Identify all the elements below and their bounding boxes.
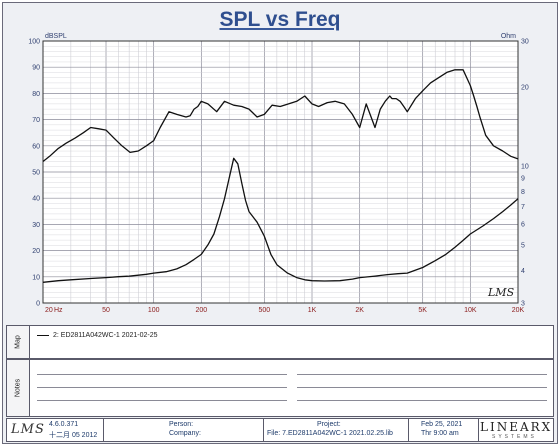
footer-version-cell: LMS 4.6.0.371 十二月 05 2012: [7, 419, 104, 441]
y-left-tick-label: 70: [32, 117, 40, 124]
y-left-tick-label: 20: [32, 248, 40, 255]
linearx-logo-sub: SYSTEMS: [492, 434, 537, 440]
note-line[interactable]: [297, 400, 547, 401]
map-entry-swatch: [37, 335, 49, 336]
x-unit-label: Hz: [54, 307, 63, 314]
footer-company-label: Company:: [169, 430, 201, 437]
y-left-tick-label: 80: [32, 91, 40, 98]
footer-date-cell: Feb 25, 2021 Thr 9:00 am: [408, 419, 479, 441]
x-tick-label: 10K: [464, 307, 477, 314]
footer-version-date: 十二月 05 2012: [49, 432, 98, 439]
note-line[interactable]: [37, 374, 287, 375]
y-right-tick-label: 5: [521, 242, 525, 249]
y-right-tick-label: 4: [521, 268, 525, 275]
map-panel: Map 2: ED2811A042WC-1 2021-02-25: [6, 325, 554, 359]
linearx-logo: LINEARX: [480, 420, 553, 434]
y-right-tick-label: 20: [521, 85, 529, 92]
x-tick-label: 500: [258, 307, 270, 314]
plot-border: [42, 40, 519, 304]
chart-title: SPL vs Freq: [219, 8, 341, 31]
y-left-tick-label: 40: [32, 196, 40, 203]
x-tick-label: 20: [45, 307, 53, 314]
footer-date: Feb 25, 2021: [421, 421, 463, 428]
note-line[interactable]: [37, 400, 287, 401]
y-left-tick-label: 10: [32, 274, 40, 281]
x-tick-label: 2K: [355, 307, 364, 314]
y-right-tick-label: 7: [521, 204, 525, 211]
footer-file-label: File: 7.ED2811A042WC-1 2021.02.25.lib: [267, 430, 393, 437]
footer-brand-cell: LINEARX SYSTEMS: [478, 419, 553, 441]
footer-person-cell: Person: Company:: [103, 419, 264, 441]
map-tab: Map: [7, 326, 30, 358]
y-left-tick-label: 60: [32, 143, 40, 150]
note-line[interactable]: [37, 387, 287, 388]
note-line[interactable]: [297, 374, 547, 375]
x-tick-label: 5K: [418, 307, 427, 314]
x-tick-label: 200: [195, 307, 207, 314]
impedance-curve: [42, 157, 519, 283]
y-right-tick-label: 30: [521, 39, 529, 46]
y-right-tick-label: 3: [521, 301, 525, 308]
spl-curve: [42, 69, 519, 163]
y-left-tick-label: 100: [28, 39, 40, 46]
y-right-tick-label: 10: [521, 164, 529, 171]
footer-lms-logo: LMS: [11, 422, 45, 437]
y-left-tick-label: 0: [36, 301, 40, 308]
footer-bar: LMS 4.6.0.371 十二月 05 2012 Person: Compan…: [6, 418, 554, 442]
notes-panel: Notes: [6, 359, 554, 417]
y-right-tick-label: 6: [521, 222, 525, 229]
y-left-tick-label: 30: [32, 222, 40, 229]
map-entry[interactable]: 2: ED2811A042WC-1 2021-02-25: [37, 332, 158, 339]
x-tick-label: 100: [148, 307, 160, 314]
y-left-tick-label: 90: [32, 65, 40, 72]
y-left-tick-label: 50: [32, 170, 40, 177]
footer-version: 4.6.0.371: [49, 421, 79, 428]
note-line[interactable]: [297, 387, 547, 388]
footer-time: Thr 9:00 am: [421, 430, 459, 437]
x-tick-label: 20K: [512, 307, 525, 314]
footer-person-label: Person:: [169, 421, 194, 428]
graph-lms-logo: LMS: [487, 286, 515, 299]
map-tab-label: Map: [14, 335, 22, 349]
y-right-axis-label: Ohm: [501, 33, 516, 40]
map-entry-label: 2: ED2811A042WC-1 2021-02-25: [53, 332, 158, 339]
footer-project-cell: Project: File: 7.ED2811A042WC-1 2021.02.…: [263, 419, 409, 441]
x-tick-label: 1K: [308, 307, 317, 314]
notes-tab-label: Notes: [14, 378, 22, 398]
notes-tab: Notes: [7, 360, 30, 416]
y-left-axis-label: dBSPL: [45, 33, 67, 40]
footer-project-label: Project:: [317, 421, 341, 428]
y-right-tick-label: 8: [521, 189, 525, 196]
y-right-tick-label: 9: [521, 175, 525, 182]
x-tick-label: 50: [102, 307, 110, 314]
